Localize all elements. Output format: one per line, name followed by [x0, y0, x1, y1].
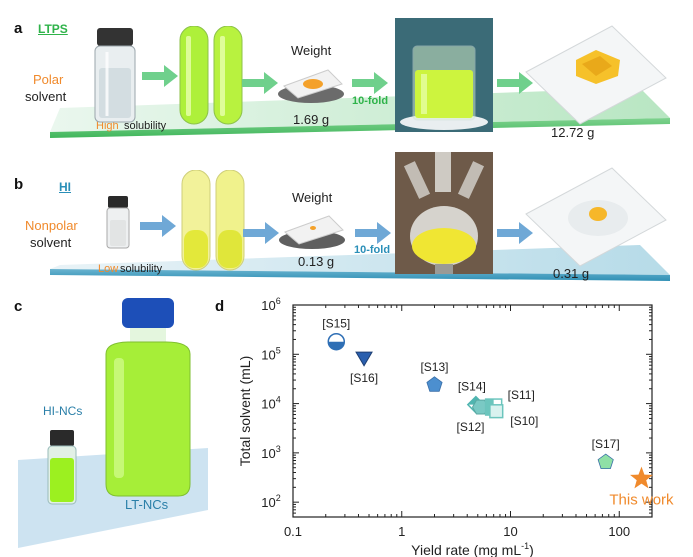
x-tick-label: 100	[608, 524, 630, 539]
panel-a-weight-value: 1.69 g	[293, 112, 330, 127]
panel-a-arrow-3	[352, 72, 388, 94]
x-tick-label: 1	[398, 524, 405, 539]
panel-c-bottle-label: LT-NCs	[125, 497, 169, 512]
panel-b-solvent-kind: Nonpolar	[25, 218, 78, 233]
panel-a-final-weight: 12.72 g	[551, 125, 595, 140]
panel-a-ramp	[50, 88, 670, 138]
panel-b-solvent-word: solvent	[30, 235, 72, 250]
panel-b-tag: HI	[59, 180, 71, 194]
panel-b-arrow-4	[497, 222, 533, 244]
marker-shape	[630, 466, 653, 489]
marker-shape	[426, 376, 443, 392]
panel-c-photo	[18, 298, 208, 548]
panel-a-solvent-word: solvent	[25, 89, 67, 104]
marker-shape	[597, 453, 614, 470]
data-label: [S12]	[457, 420, 485, 434]
y-axis-label: Total solvent (mL)	[237, 356, 253, 466]
panel-a-tag: LTPS	[38, 22, 68, 36]
y-tick-label: 106	[261, 296, 280, 313]
panel-a-arrow-2	[242, 72, 278, 94]
marker-shape	[489, 404, 504, 419]
panel-a-arrow-1	[142, 65, 178, 87]
panel-b-arrow-1	[140, 215, 176, 237]
data-point-s13: [S13]	[420, 360, 449, 392]
panel-b-weight-title: Weight	[292, 190, 333, 205]
x-axis-label: Yield rate (mg mL-1)	[411, 541, 534, 557]
panel-b-ramp	[50, 245, 670, 281]
y-tick-label: 103	[261, 444, 280, 461]
data-label: [S16]	[350, 371, 378, 385]
marker-shape	[471, 399, 490, 415]
panel-c-label: c	[14, 298, 23, 315]
panel-b-vial	[106, 196, 130, 249]
panel-b-product-paper	[525, 167, 667, 267]
y-tick-label: 105	[261, 345, 280, 362]
panel-b-final-weight: 0.31 g	[553, 266, 590, 281]
data-label: [S13]	[420, 360, 448, 374]
data-label: [S10]	[510, 414, 538, 428]
panel-a-product-paper	[525, 25, 667, 125]
panel-a-solvent-kind: Polar	[33, 72, 64, 87]
marker-fill	[328, 341, 345, 350]
data-label: [S17]	[592, 437, 620, 451]
data-label: [S14]	[458, 380, 486, 394]
marker-shape	[355, 351, 373, 367]
data-point-s12: [S12]	[457, 399, 490, 434]
panel-b-solubility-prefix: Low	[98, 263, 119, 275]
data-point-s15: [S15]	[322, 317, 350, 351]
panel-a-label: a	[14, 20, 23, 37]
y-tick-label: 104	[261, 395, 280, 412]
data-point-s16: [S16]	[350, 351, 378, 385]
data-point-s17: [S17]	[592, 437, 620, 470]
x-tick-label: 0.1	[284, 524, 302, 539]
x-tick-label: 10	[503, 524, 517, 539]
panel-b-scale-label: 10-fold	[354, 244, 391, 256]
panel-b-solubility-word: solubility	[120, 263, 163, 275]
panel-b-arrow-3	[355, 222, 391, 244]
panel-c-small-vial-label: HI-NCs	[43, 404, 83, 418]
panel-a-arrow-4	[497, 72, 533, 94]
data-label: This work	[609, 492, 674, 509]
y-tick-label: 102	[261, 493, 280, 510]
panel-a-vial	[94, 28, 136, 123]
panel-a-tubes	[179, 26, 243, 125]
data-point-thiswork: This work	[609, 466, 674, 509]
panel-a-solubility-word: solubility	[124, 120, 167, 132]
panel-a-beaker-photo	[395, 18, 493, 132]
panel-a-solubility-prefix: High	[96, 120, 119, 132]
panel-a-weight-title: Weight	[291, 43, 332, 58]
panel-d-label: d	[215, 298, 225, 315]
data-label: [S11]	[508, 388, 535, 402]
panel-a-balance	[278, 69, 344, 103]
panel-a-scale-label: 10-fold	[352, 95, 389, 107]
data-point-s10: [S10]	[489, 404, 538, 428]
panel-b-label: b	[14, 176, 24, 193]
plot-frame	[292, 304, 653, 518]
panel-b-flask-photo	[395, 152, 493, 274]
panel-b-arrow-2	[243, 222, 279, 244]
panel-b-balance	[279, 215, 345, 249]
panel-b-weight-value: 0.13 g	[298, 254, 335, 269]
panel-b-tubes	[181, 170, 245, 271]
data-label: [S15]	[322, 317, 350, 331]
